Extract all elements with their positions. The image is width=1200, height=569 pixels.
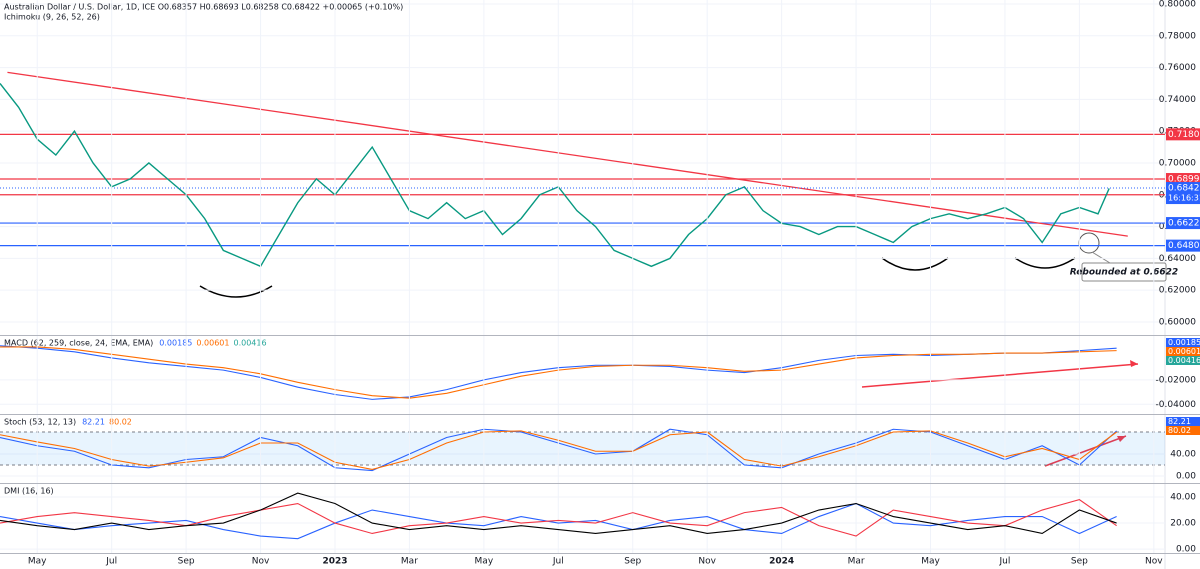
x-tick-label: Jul — [552, 557, 564, 567]
readout-value: 0.00185 — [159, 339, 192, 348]
y-tick-label: -0.02000 — [1156, 375, 1197, 385]
readout-tag — [1166, 347, 1200, 356]
y-tick-label: 40.00 — [1170, 450, 1196, 460]
series-line — [0, 492, 1117, 535]
series-line — [0, 502, 1117, 540]
readout-value: 0.00416 — [233, 339, 266, 348]
pattern-arc — [1014, 257, 1076, 269]
arrow-head — [1130, 360, 1138, 367]
countdown-label: 16:16:31 — [1168, 194, 1200, 203]
stoch-band — [0, 432, 1165, 466]
readout-tag — [1166, 356, 1200, 365]
y-tick-label: 0.00 — [1176, 545, 1196, 555]
annotation-box — [1081, 262, 1167, 282]
x-tick-label: May — [28, 557, 47, 567]
x-tick-label: Sep — [178, 557, 195, 567]
x-tick-label: Mar — [848, 557, 865, 567]
pane-title: DMI (16, 16) — [4, 487, 54, 496]
x-tick-label: 2023 — [322, 557, 347, 567]
price-tag — [1166, 217, 1200, 230]
x-tick-label: Nov — [1145, 557, 1163, 567]
x-tick-label: Nov — [252, 557, 270, 567]
x-tick-label: May — [475, 557, 494, 567]
price-tag — [1166, 239, 1200, 252]
y-tick-label: 0.70000 — [1159, 158, 1196, 168]
x-tick-label: Jul — [999, 557, 1011, 567]
y-tick-label: -0.04000 — [1156, 400, 1197, 410]
readout-value: 0.00601 — [196, 339, 229, 348]
pane-subtitle: Ichimoku (9, 26, 52, 26) — [4, 13, 100, 22]
readout-tag-label: 82.21 — [1168, 417, 1191, 426]
trend-arrow — [861, 363, 1139, 388]
y-tick-label: 0.74000 — [1159, 95, 1196, 105]
trendline — [7, 71, 1128, 237]
price-tag — [1166, 182, 1200, 205]
x-tick-label: Sep — [1071, 557, 1088, 567]
last-price-label: 0.68422 — [1168, 184, 1200, 194]
pattern-arc — [199, 285, 273, 298]
readout-tag-label: 0.00601 — [1168, 347, 1200, 356]
y-tick-label: 0.00 — [1176, 472, 1196, 482]
y-tick-label: 40.00 — [1170, 493, 1196, 503]
x-tick-label: May — [921, 557, 940, 567]
annotation: Rebounded at 0.6622 — [1070, 268, 1178, 278]
readout-value: 82.21 — [82, 418, 105, 427]
x-tick-label: 2024 — [769, 557, 794, 567]
readout-tag — [1166, 338, 1200, 347]
x-tick-label: Jul — [105, 557, 117, 567]
y-tick-label: 0.76000 — [1159, 63, 1196, 73]
y-tick-label: 0.64000 — [1159, 254, 1196, 264]
annotation-pointer — [1091, 251, 1111, 264]
readout-tag-label: 0.00416 — [1168, 356, 1200, 365]
readout-tag — [1166, 417, 1200, 426]
y-tick-label: 0.80000 — [1159, 0, 1196, 9]
y-tick-label: 0.62000 — [1159, 286, 1196, 296]
y-tick-label: 20.00 — [1170, 519, 1196, 529]
pane-title: MACD (62, 259, close, 24, EMA, EMA) — [4, 339, 153, 348]
price-tag — [1166, 173, 1200, 186]
pane-title: Stoch (53, 12, 13) — [4, 418, 76, 427]
x-tick-label: Mar — [401, 557, 418, 567]
arrow-head — [1117, 436, 1126, 442]
readout-tag — [1166, 426, 1200, 435]
readout-value: 80.02 — [109, 418, 132, 427]
x-tick-label: Nov — [698, 557, 716, 567]
x-tick-label: Sep — [624, 557, 641, 567]
pane-title: Australian Dollar / U.S. Dollar, 1D, ICE… — [4, 3, 403, 12]
readout-tag-label: 0.00185 — [1168, 338, 1200, 347]
y-tick-label: 0.60000 — [1159, 317, 1196, 327]
pattern-arc — [881, 257, 949, 271]
y-tick-label: 0.78000 — [1159, 31, 1196, 41]
readout-tag-label: 80.02 — [1168, 426, 1191, 435]
trend-arrow — [1044, 435, 1127, 467]
price-tag — [1166, 128, 1200, 141]
